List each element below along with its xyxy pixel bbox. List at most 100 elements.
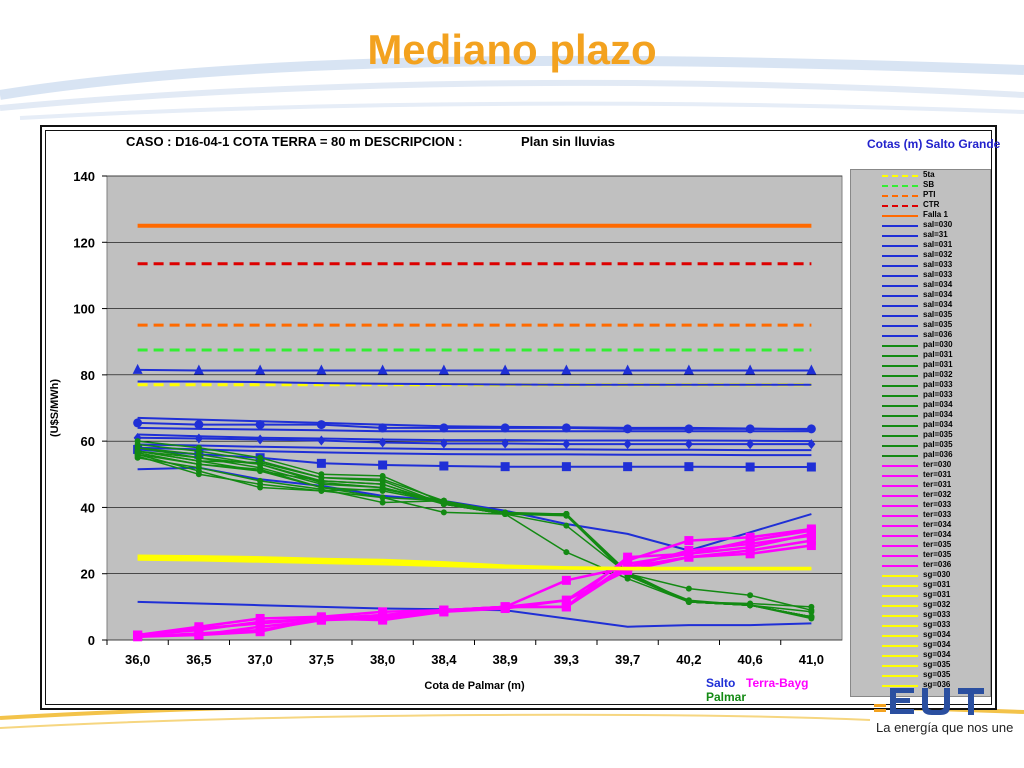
x-tick-label: 38,9 — [492, 652, 517, 667]
legend-label: ter=031 — [923, 470, 952, 479]
point-pal-036 — [195, 461, 202, 468]
point-pal-036 — [808, 613, 815, 620]
series-line-sal-035 — [137, 466, 812, 552]
series-line-sal-034 — [137, 443, 812, 452]
legend-label: sg=034 — [923, 650, 951, 659]
point-ter-032 — [806, 536, 816, 546]
series-line-sal-033 — [137, 426, 812, 433]
x-tick-label: 36,0 — [125, 652, 150, 667]
legend-swatch — [882, 455, 918, 457]
point-sal-030 — [255, 364, 266, 375]
key-palmar: Palmar — [706, 690, 747, 704]
point-pal-031 — [808, 607, 815, 614]
point-pal-035 — [318, 477, 325, 484]
x-tick-label: 38,0 — [370, 652, 395, 667]
point-sal-030 — [745, 364, 756, 375]
legend-label: sg=034 — [923, 640, 951, 649]
legend-label: ter=032 — [923, 490, 952, 499]
legend-label: pal=034 — [923, 400, 953, 409]
legend-swatch — [882, 355, 918, 357]
legend-swatch — [882, 445, 918, 447]
legend-label: pal=034 — [923, 410, 953, 419]
point-ter-034 — [194, 625, 204, 635]
point-pal-033 — [379, 499, 386, 506]
legend-swatch — [882, 215, 918, 217]
point-sal-035 — [684, 462, 694, 472]
legend-label: sal=032 — [923, 250, 953, 259]
y-axis-label: (U$S/MWh) — [49, 379, 61, 437]
legend-swatch — [882, 475, 918, 477]
y-tick-label: 40 — [81, 500, 95, 515]
legend-label: pal=035 — [923, 430, 953, 439]
legend-label: ter=033 — [923, 500, 952, 509]
legend-swatch — [882, 405, 918, 407]
series-line-sal-034 — [137, 446, 812, 457]
legend-swatch — [882, 575, 918, 577]
point-pal-035 — [257, 481, 264, 488]
legend-label: sal=035 — [923, 320, 953, 329]
legend-label: sg=035 — [923, 660, 951, 669]
point-pal-036 — [440, 499, 447, 506]
point-ter-034 — [316, 613, 326, 623]
legend-label: sal=034 — [923, 280, 953, 289]
series-line-sal-032 — [137, 421, 812, 430]
legend-swatch — [882, 635, 918, 637]
point-sal-034 — [746, 439, 755, 450]
point-sal-032 — [255, 420, 265, 430]
legend-label: SB — [923, 180, 935, 189]
point-pal-036 — [318, 484, 325, 491]
point-pal-036 — [502, 511, 509, 518]
point-sal-034 — [684, 439, 693, 450]
point-ter-034 — [255, 617, 265, 627]
point-sal-032 — [316, 420, 326, 430]
slide-title: Mediano plazo — [367, 26, 657, 73]
legend-swatch — [882, 315, 918, 317]
legend-label: ter=035 — [923, 540, 952, 549]
point-sal-034 — [317, 435, 326, 446]
legend-swatch — [882, 655, 918, 657]
point-ter-033 — [806, 541, 816, 551]
legend-label: sal=035 — [923, 310, 953, 319]
legend-swatch — [882, 435, 918, 437]
point-pal-035 — [195, 471, 202, 478]
legend-swatch — [882, 615, 918, 617]
legend-swatch — [882, 545, 918, 547]
point-ter-030 — [561, 575, 571, 585]
legend-swatch — [882, 185, 918, 187]
point-sal-035 — [806, 462, 816, 472]
legend-label: pal=034 — [923, 420, 953, 429]
legend-swatch — [882, 255, 918, 257]
legend-label: ter=035 — [923, 550, 952, 559]
point-ter-034 — [806, 529, 816, 539]
series-line-pal-036 — [137, 451, 812, 618]
point-ter-031 — [745, 536, 755, 546]
point-ter-031 — [623, 552, 633, 562]
point-sal-034 — [378, 437, 387, 448]
point-ter-031 — [684, 536, 694, 546]
point-pal-036 — [685, 598, 692, 605]
legend-label: ter=033 — [923, 510, 952, 519]
legend-label: ter=030 — [923, 460, 952, 469]
legend-swatch — [882, 295, 918, 297]
legend-swatch — [882, 485, 918, 487]
point-ter-033 — [561, 595, 571, 605]
point-sal-030 — [193, 364, 204, 375]
point-sal-034 — [439, 438, 448, 449]
company-tagline: La energía que nos une — [876, 720, 1014, 735]
legend-label: PTI — [923, 190, 936, 199]
point-sal-034 — [807, 439, 816, 450]
x-tick-label: 41,0 — [799, 652, 824, 667]
x-tick-label: 37,5 — [309, 652, 334, 667]
legend-label: sg=030 — [923, 570, 951, 579]
point-sal-032 — [439, 423, 449, 433]
point-pal-035 — [379, 494, 386, 501]
point-pal-033 — [440, 509, 447, 516]
point-sal-032 — [194, 420, 204, 430]
legend-label: 5ta — [923, 170, 935, 179]
y-tick-label: 120 — [73, 235, 95, 250]
legend-label: sg=033 — [923, 620, 951, 629]
point-pal-036 — [257, 466, 264, 473]
point-pal-031 — [685, 585, 692, 592]
y-tick-label: 0 — [88, 633, 95, 648]
legend-swatch — [882, 585, 918, 587]
